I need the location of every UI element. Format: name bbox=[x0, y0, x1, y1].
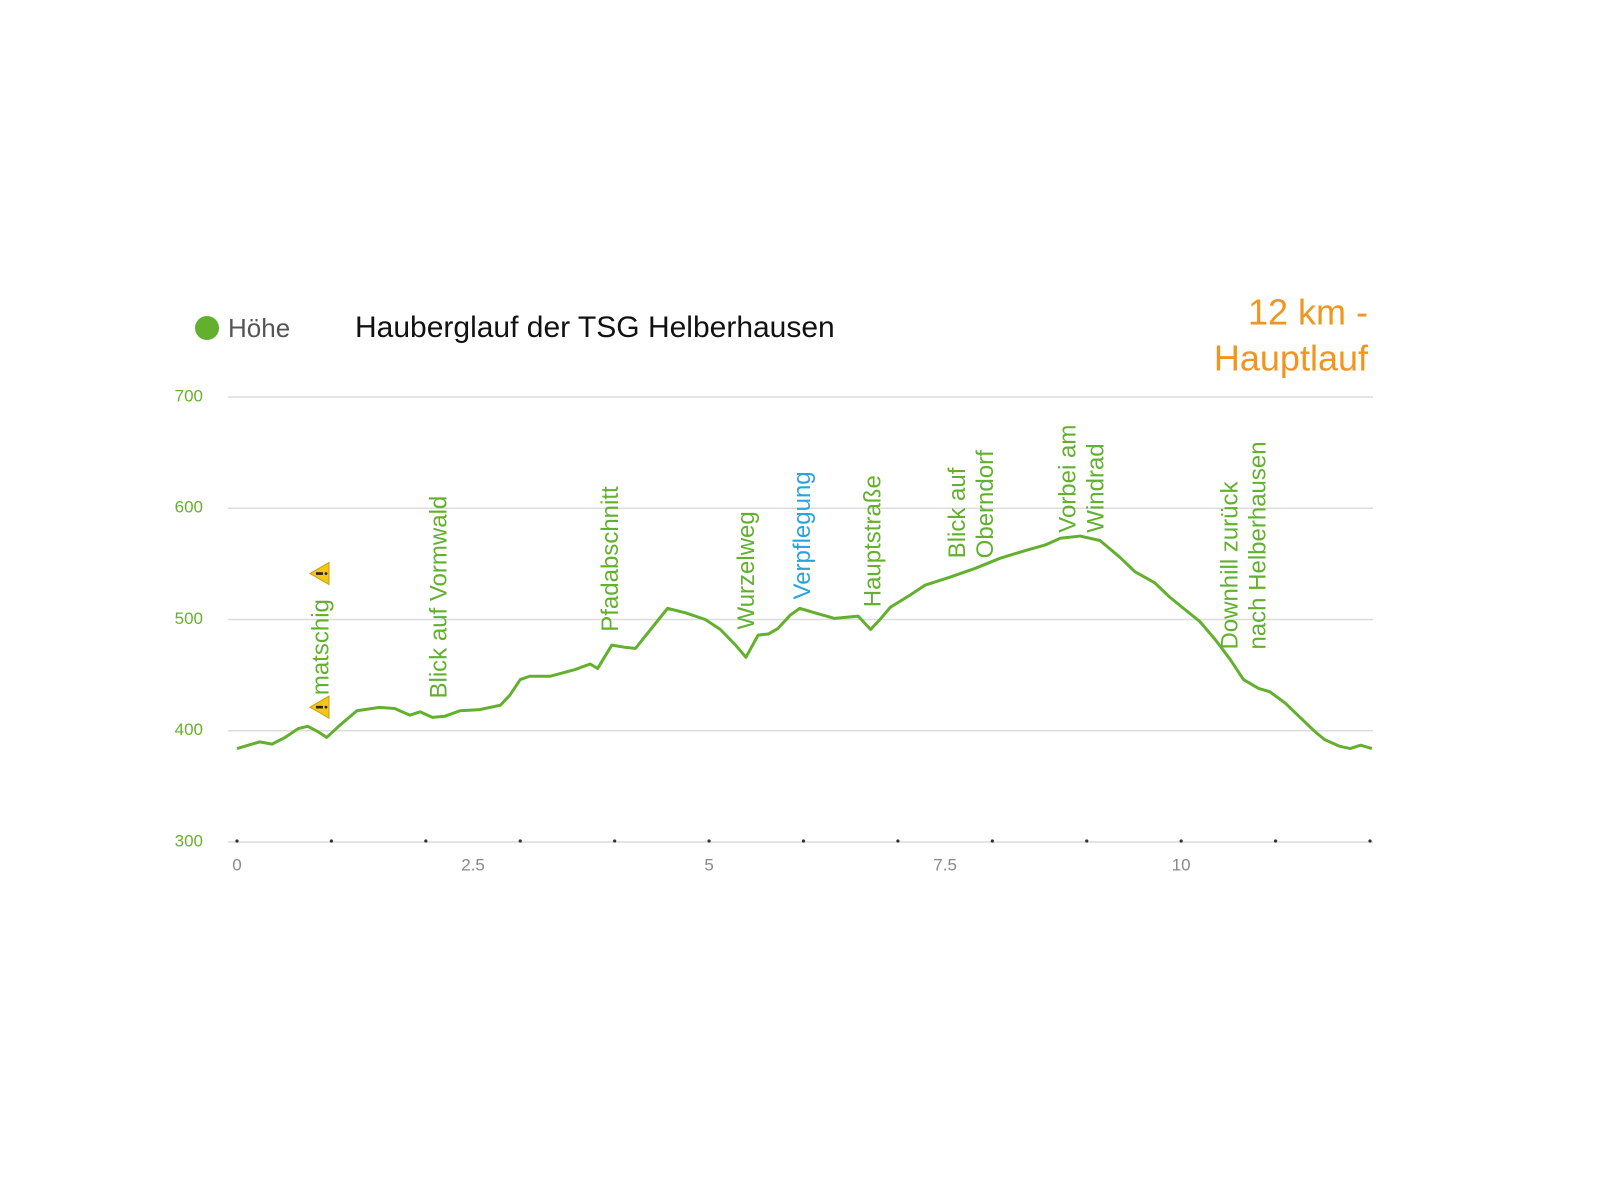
annotation: nach Helberhausen bbox=[1245, 441, 1272, 649]
warning-bar bbox=[315, 705, 323, 709]
x-minor-tick bbox=[329, 839, 334, 843]
annotation: Pfadabschnitt bbox=[597, 486, 624, 632]
x-tick-label: 5 bbox=[704, 855, 713, 874]
y-tick-label: 700 bbox=[175, 386, 203, 405]
annotation: Blick auf bbox=[944, 467, 971, 558]
x-minor-tick bbox=[518, 839, 522, 843]
annotation: Verpflegung bbox=[789, 471, 816, 599]
chart-title: Hauberglauf der TSG Helberhausen bbox=[355, 311, 835, 344]
x-minor-tick bbox=[1368, 839, 1372, 843]
x-minor-tick bbox=[235, 839, 239, 843]
annotation: Oberndorf bbox=[972, 450, 999, 558]
annotation: Windrad bbox=[1082, 443, 1109, 532]
subtitle: Hauptlauf bbox=[1214, 338, 1369, 379]
y-tick-label: 400 bbox=[175, 720, 203, 739]
x-tick-label: 10 bbox=[1172, 855, 1191, 874]
annotation: Hauptstraße bbox=[860, 475, 887, 607]
x-minor-tick bbox=[990, 839, 994, 843]
x-minor-tick bbox=[896, 839, 900, 843]
x-minor-tick bbox=[801, 839, 806, 843]
annotation: Blick auf Vormwald bbox=[425, 496, 452, 699]
annotation: matschig bbox=[307, 599, 334, 695]
x-tick-label: 2.5 bbox=[461, 855, 485, 874]
legend-label: Höhe bbox=[228, 313, 290, 343]
annotation: Wurzelweg bbox=[733, 511, 760, 629]
x-minor-tick bbox=[707, 839, 711, 843]
y-tick-label: 500 bbox=[175, 609, 203, 628]
legend-marker bbox=[195, 316, 219, 340]
warning-dot bbox=[324, 572, 328, 575]
warning-dot bbox=[324, 705, 328, 709]
annotation: Downhill zurück bbox=[1217, 480, 1244, 649]
x-minor-tick bbox=[613, 839, 617, 843]
y-tick-label: 300 bbox=[175, 831, 203, 850]
y-tick-label: 600 bbox=[175, 498, 203, 517]
x-minor-tick bbox=[1273, 839, 1278, 843]
warning-icon bbox=[308, 695, 330, 720]
x-minor-tick bbox=[1085, 839, 1089, 843]
annotation: Vorbei am bbox=[1054, 425, 1081, 533]
x-minor-tick bbox=[1179, 839, 1183, 843]
x-tick-label: 7.5 bbox=[933, 855, 957, 874]
subtitle: 12 km - bbox=[1248, 292, 1368, 333]
elevation-line bbox=[236, 534, 1373, 751]
x-minor-tick bbox=[424, 839, 428, 843]
x-tick-label: 0 bbox=[232, 855, 241, 874]
warning-bar bbox=[315, 572, 323, 575]
warning-icon bbox=[308, 561, 330, 586]
